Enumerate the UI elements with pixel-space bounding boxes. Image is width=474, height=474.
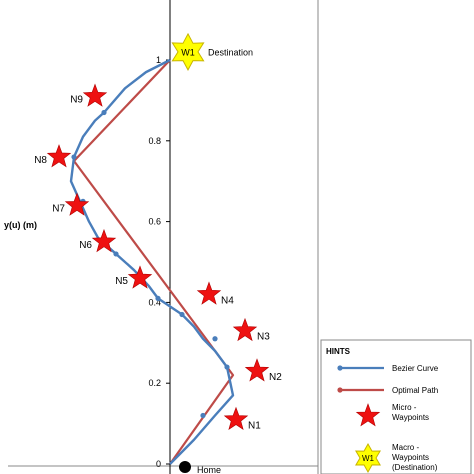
- bezier-control-point: [179, 311, 185, 318]
- legend-title: HINTS: [326, 347, 351, 356]
- micro-waypoint-star-icon: [223, 406, 249, 430]
- waypoint-layer: N1 N2 N3 N4 N5 N6 N7 N8 N9 W1 Destination Home: [34, 32, 282, 474]
- y-tick-label: 0.8: [148, 136, 161, 146]
- y-tick-label: 0: [156, 459, 161, 469]
- macro-waypoint-legend-star-icon: [355, 442, 381, 474]
- legend-macro-marker-text: W1: [362, 454, 375, 463]
- micro-waypoint-star-icon: [232, 317, 258, 342]
- optimal-legend-marker: [337, 387, 343, 393]
- bezier-control-point: [155, 295, 161, 301]
- waypoint-label: N1: [248, 421, 261, 432]
- waypoint-label: N5: [115, 276, 128, 287]
- legend-item-label: Waypoints: [392, 453, 429, 462]
- legend-item-label: Waypoints: [392, 413, 429, 422]
- legend-item-label: Macro -: [392, 443, 419, 452]
- destination-label: Destination: [208, 47, 253, 57]
- legend-box: [320, 339, 472, 474]
- waypoint-label: N8: [34, 155, 47, 166]
- micro-waypoint-star-icon: [46, 144, 72, 168]
- waypoint-label: N2: [269, 372, 282, 383]
- y-axis-label: y(u) (m): [4, 220, 37, 230]
- micro-waypoint-star-icon: [244, 358, 270, 382]
- macro-waypoint-star-icon: [171, 32, 205, 71]
- bezier-control-point: [224, 364, 230, 370]
- micro-waypoint-star-icon: [82, 83, 108, 107]
- series-layer: [69, 58, 235, 465]
- micro-waypoint-legend-star-icon: [355, 403, 381, 427]
- micro-waypoint-star-icon: [64, 192, 90, 216]
- waypoint-label: N6: [79, 240, 92, 251]
- optimal-path-line: [72, 59, 235, 465]
- waypoint-label: N9: [70, 94, 83, 105]
- micro-waypoint-star-icon: [91, 228, 117, 253]
- bezier-control-point: [113, 251, 119, 257]
- waypoint-label: N7: [52, 203, 65, 214]
- bezier-control-point: [212, 336, 218, 342]
- legend-item-label: Micro -: [392, 403, 417, 412]
- bezier-control-point: [101, 109, 107, 116]
- y-tick-label: 0.4: [148, 297, 161, 307]
- bezier-control-point: [200, 412, 206, 419]
- bezier-legend-marker: [337, 365, 343, 371]
- legend-item-label: (Destination): [392, 463, 438, 472]
- destination-marker-text: W1: [181, 47, 195, 57]
- bezier-curve-line: [69, 58, 235, 465]
- home-marker: [179, 461, 191, 473]
- micro-waypoint-star-icon: [127, 265, 153, 289]
- bezier-control-point: [71, 154, 77, 160]
- home-label: Home: [197, 465, 221, 474]
- waypoint-label: N3: [257, 332, 270, 343]
- legend-item-label: Optimal Path: [392, 386, 438, 395]
- legend-item-label: Bezier Curve: [392, 364, 439, 373]
- y-tick-label: 0.2: [148, 378, 161, 388]
- y-tick-label: 0.6: [148, 217, 161, 227]
- waypoint-label: N4: [221, 295, 234, 306]
- y-tick-label: 1: [156, 55, 161, 65]
- micro-waypoint-star-icon: [196, 281, 222, 305]
